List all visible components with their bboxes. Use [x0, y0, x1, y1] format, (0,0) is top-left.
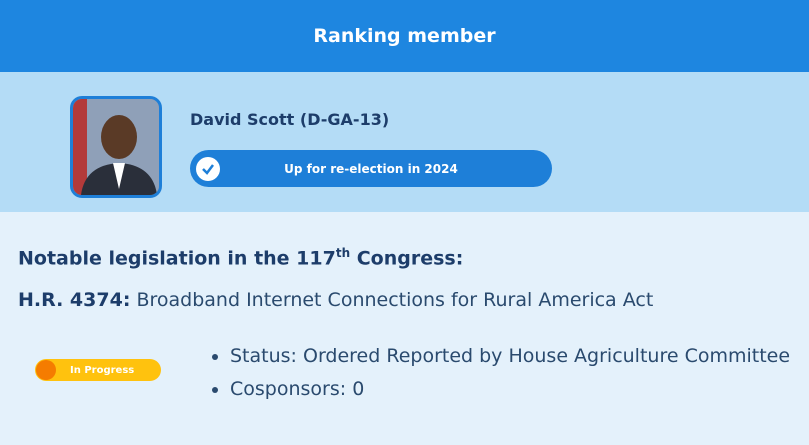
badge: Up for re-election in 2024 — [190, 150, 552, 187]
bill-number: H.R. 4374: — [18, 289, 130, 311]
details-list: Status: Ordered Reported by House Agricu… — [203, 340, 809, 406]
card: Ranking member David Scott (D-GA-13) Up … — [0, 0, 809, 445]
heading-sup: th — [336, 246, 350, 260]
status-dot — [36, 360, 56, 380]
bill-title: Broadband Internet Connections for Rural… — [130, 289, 653, 311]
flag — [73, 99, 87, 195]
status-tag-text: In Progress — [70, 365, 134, 376]
check-icon — [196, 157, 220, 181]
photo-placeholder — [73, 99, 159, 195]
detail-item: Status: Ordered Reported by House Agricu… — [230, 340, 809, 373]
bill: H.R. 4374: Broadband Internet Connection… — [18, 282, 788, 319]
heading-text: Notable legislation in the 117 — [18, 247, 336, 269]
member-photo — [70, 96, 162, 198]
member-name: David Scott (D-GA-13) — [190, 110, 389, 129]
status-tag: In Progress — [35, 359, 161, 381]
header-title: Ranking member — [0, 0, 809, 72]
badge-text: Up for re-election in 2024 — [250, 162, 492, 176]
legislation-heading: Notable legislation in the 117th Congres… — [18, 246, 463, 269]
detail-item: Cosponsors: 0 — [230, 373, 809, 406]
member-panel: David Scott (D-GA-13) Up for re-election… — [0, 72, 809, 212]
face — [101, 115, 137, 159]
heading-text: Congress: — [350, 247, 463, 269]
